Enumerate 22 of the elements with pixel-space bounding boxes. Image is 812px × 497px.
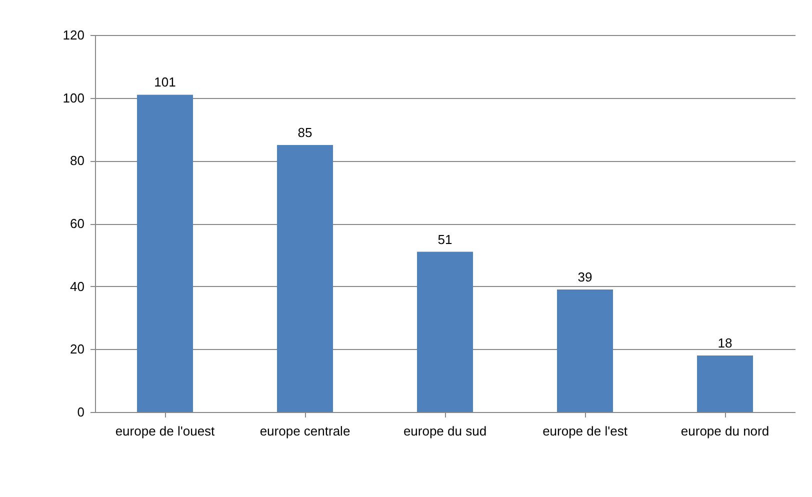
x-tick-label: europe du sud <box>403 424 487 438</box>
bar <box>277 144 333 412</box>
data-label: 39 <box>578 269 592 284</box>
x-tick-label: europe centrale <box>260 424 350 438</box>
bar <box>137 94 193 412</box>
x-tick-label: europe de l'ouest <box>115 424 216 438</box>
y-tick-label: 0 <box>77 404 84 420</box>
data-label: 85 <box>298 124 312 140</box>
y-tick-label: 40 <box>70 278 84 294</box>
bar <box>557 289 613 412</box>
bar <box>697 355 753 412</box>
x-tick-label: europe du nord <box>680 424 770 438</box>
y-tick-label: 80 <box>70 153 84 168</box>
x-tick-label: europe de l'est <box>542 424 628 438</box>
y-tick-label: 60 <box>70 216 84 231</box>
data-label: 101 <box>154 74 176 90</box>
y-tick-label: 100 <box>62 90 84 106</box>
bar <box>417 252 473 412</box>
data-label: 51 <box>438 232 452 247</box>
data-label: 18 <box>718 335 732 350</box>
y-tick-label: 20 <box>70 342 84 357</box>
y-tick-label: 120 <box>62 28 84 42</box>
